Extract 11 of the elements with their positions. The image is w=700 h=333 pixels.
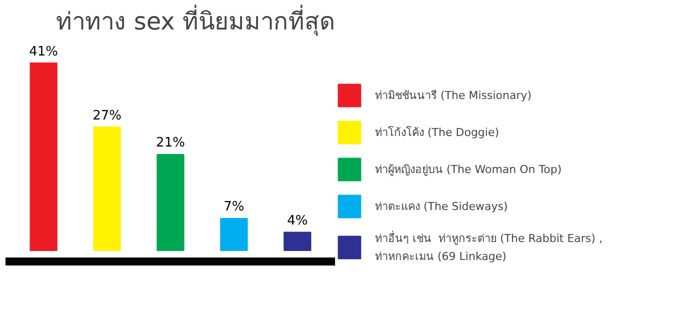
legend-label: ท่าอื่นๆ เช่น ท่าหูกระต่าย (The Rabbit Ears) , ท่าหกคะเมน (69 Linkage) — [375, 230, 602, 265]
chart-title: ท่าทาง sex ที่นิยมมากที่สุด — [56, 4, 336, 36]
legend-label: ท่ามิชชันนารี (The Missionary) — [375, 88, 532, 104]
legend-label: ท่าตะแคง (The Sideways) — [375, 199, 508, 215]
data-label: 21% — [156, 136, 185, 151]
data-label: 27% — [92, 108, 122, 124]
data-label: 4% — [287, 213, 308, 228]
legend-label: ท่าผู้หญิงอยู่บน (The Woman On Top) — [375, 162, 562, 178]
data-label: 41% — [29, 44, 58, 60]
legend-label: ท่าโก้งโค้ง (The Doggie) — [375, 125, 500, 141]
data-label: 7% — [224, 200, 244, 215]
